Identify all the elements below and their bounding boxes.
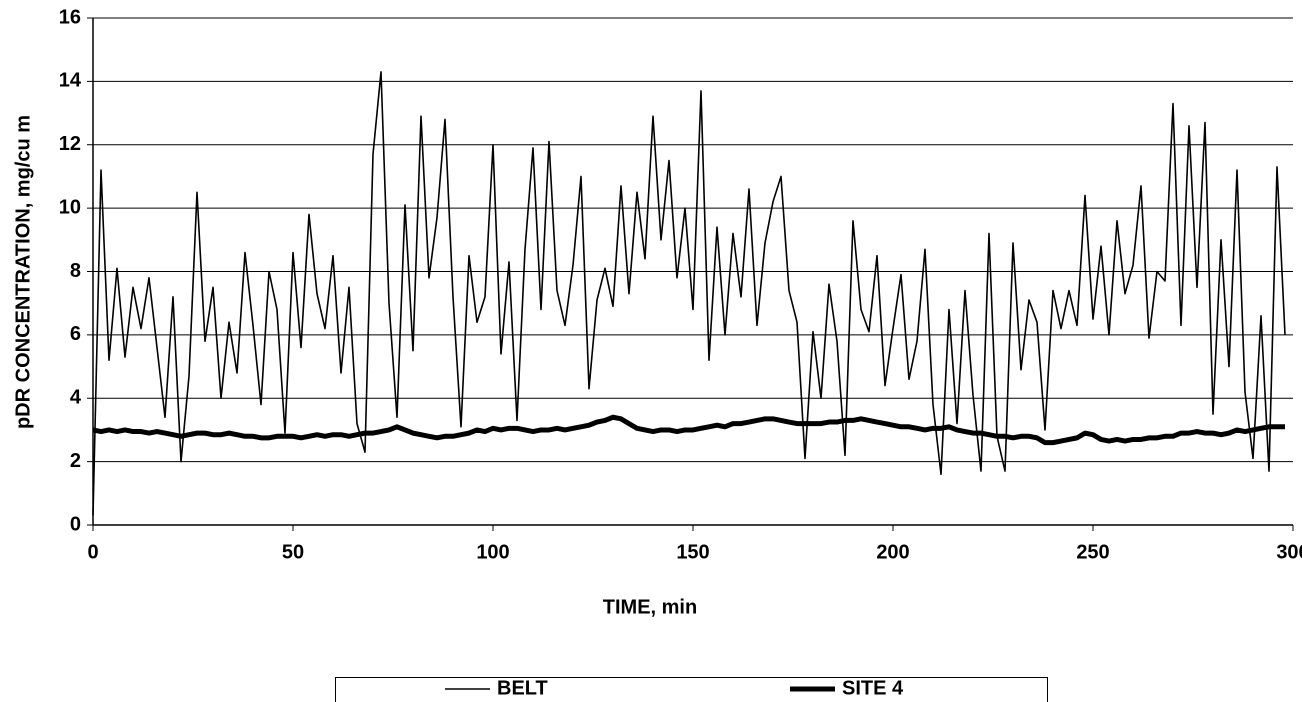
y-tick-label: 16 [59, 6, 81, 28]
x-tick-label: 200 [876, 541, 909, 563]
series-line [92, 71, 1286, 516]
legend-label: BELT [497, 677, 548, 699]
x-axis-label: TIME, min [603, 596, 697, 618]
x-tick-label: 50 [282, 541, 304, 563]
x-tick-label: 150 [676, 541, 709, 563]
y-tick-label: 4 [70, 387, 82, 409]
y-tick-label: 14 [59, 70, 82, 92]
legend-box [335, 677, 1048, 702]
y-tick-label: 0 [70, 513, 81, 535]
y-tick-label: 10 [59, 196, 81, 218]
y-tick-label: 8 [70, 260, 81, 282]
y-axis-label: pDR CONCENTRATION, mg/cu m [12, 115, 34, 429]
x-tick-label: 300 [1276, 541, 1302, 563]
x-tick-label: 250 [1076, 541, 1109, 563]
y-tick-label: 6 [70, 323, 81, 345]
x-tick-label: 100 [476, 541, 509, 563]
series-line [92, 414, 1285, 446]
y-tick-label: 12 [59, 133, 81, 155]
legend-label: SITE 4 [842, 677, 904, 699]
x-tick-label: 0 [87, 541, 98, 563]
y-tick-label: 2 [70, 450, 81, 472]
